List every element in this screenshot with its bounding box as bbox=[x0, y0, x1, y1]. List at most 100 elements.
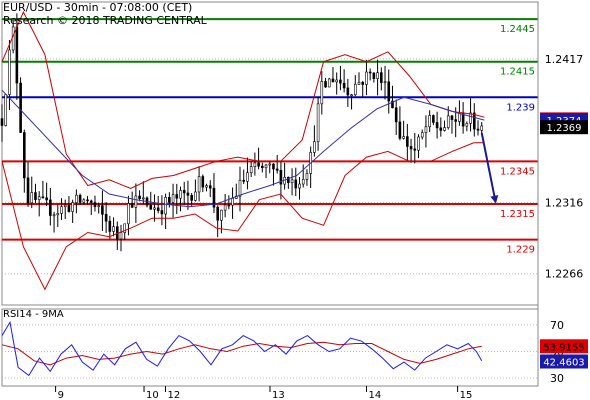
chart-title: EUR/USD - 30min - 07:08:00 (CET) bbox=[3, 1, 193, 14]
candle-body bbox=[71, 202, 74, 212]
candle-body bbox=[417, 136, 420, 151]
price-badge-label: 1.2369 bbox=[547, 123, 582, 134]
candle-body bbox=[37, 196, 41, 200]
rsi-badge bbox=[540, 339, 588, 354]
candle-body bbox=[398, 121, 402, 139]
candle-body bbox=[301, 179, 305, 185]
candle-body bbox=[268, 163, 272, 166]
level-label-support: 1.2345 bbox=[500, 166, 535, 177]
candle-body bbox=[231, 198, 234, 206]
price-panel-frame bbox=[1, 1, 539, 306]
candle-body bbox=[190, 195, 193, 201]
candle-body bbox=[97, 205, 100, 207]
rsi-badge-label: 53.9155 bbox=[543, 342, 584, 353]
time-tick-label: 14 bbox=[368, 390, 381, 400]
candle-body bbox=[26, 177, 30, 204]
candle-body bbox=[391, 100, 394, 109]
candle-body bbox=[402, 136, 405, 139]
candle-body bbox=[216, 206, 219, 221]
candle-body bbox=[346, 87, 350, 96]
candle-body bbox=[383, 81, 387, 84]
candle-body bbox=[112, 226, 115, 232]
candle-body bbox=[34, 192, 37, 200]
candle-body bbox=[179, 190, 182, 199]
candle-body bbox=[205, 185, 208, 188]
candle-body bbox=[227, 204, 231, 207]
candle-body bbox=[41, 196, 45, 199]
candle-body bbox=[432, 115, 435, 123]
candle-body bbox=[413, 148, 417, 151]
candle-body bbox=[142, 197, 145, 200]
candle-body bbox=[361, 82, 365, 85]
candle-body bbox=[290, 179, 294, 183]
candle-body bbox=[127, 203, 130, 225]
time-tick-label: 15 bbox=[460, 390, 473, 400]
candle-body bbox=[201, 176, 205, 188]
candle-body bbox=[171, 194, 175, 203]
rsi-title: RSI14 - 9MA bbox=[3, 309, 64, 320]
candle-body bbox=[123, 223, 127, 233]
candle-body bbox=[261, 165, 264, 169]
candle-body bbox=[394, 107, 398, 123]
candle-body bbox=[30, 192, 34, 204]
time-axis: 9 10 12 13 14 15 bbox=[55, 2, 539, 400]
candle-body bbox=[93, 202, 97, 207]
rsi-tick-label: 70 bbox=[550, 319, 564, 332]
candle-body bbox=[387, 81, 391, 102]
candle-body bbox=[420, 132, 424, 138]
candle-body bbox=[101, 205, 104, 215]
candle-body bbox=[406, 136, 409, 147]
candle-body bbox=[327, 78, 331, 88]
level-label-resistance: 1.2415 bbox=[500, 67, 535, 78]
rsi-badge-label: 42.4603 bbox=[543, 357, 584, 368]
price-tick-label: 1.2417 bbox=[545, 53, 584, 66]
candle-body bbox=[428, 115, 431, 128]
candle-body bbox=[149, 204, 153, 210]
candle-body bbox=[19, 82, 22, 133]
candle-body bbox=[342, 82, 346, 89]
candle-body bbox=[350, 94, 353, 97]
level-label-resistance: 1.2445 bbox=[500, 24, 535, 35]
price-badge bbox=[540, 120, 588, 135]
candle-body bbox=[365, 71, 368, 85]
candle-body bbox=[249, 166, 253, 174]
candle-body bbox=[279, 169, 283, 185]
candle-body bbox=[75, 194, 78, 203]
candle-body bbox=[443, 127, 446, 131]
candlesticks bbox=[0, 13, 484, 252]
candle-body bbox=[4, 94, 8, 126]
candle-body bbox=[257, 162, 260, 167]
candle-body bbox=[8, 49, 11, 95]
candle-body bbox=[104, 213, 108, 222]
candle-body bbox=[275, 168, 279, 171]
candle-body bbox=[223, 204, 227, 211]
candle-body bbox=[52, 214, 56, 217]
candle-body bbox=[63, 204, 67, 208]
candle-body bbox=[368, 71, 372, 74]
bollinger-lower-line bbox=[1, 142, 485, 291]
candle-body bbox=[476, 128, 480, 131]
candle-body bbox=[82, 199, 86, 203]
candle-body bbox=[246, 172, 249, 182]
forecast-arrow bbox=[480, 132, 499, 204]
candle-body bbox=[372, 72, 376, 79]
candle-body bbox=[435, 122, 439, 129]
candle-body bbox=[182, 190, 186, 194]
price-tick-label: 1.2266 bbox=[545, 268, 584, 281]
candle-body bbox=[472, 112, 476, 130]
candle-body bbox=[194, 191, 197, 201]
candle-body bbox=[15, 26, 19, 84]
candle-body bbox=[253, 162, 257, 168]
candle-body bbox=[339, 79, 342, 84]
chart-copyright: Research © 2018 TRADING CENTRAL bbox=[3, 14, 207, 27]
candle-body bbox=[119, 232, 123, 240]
candle-body bbox=[305, 173, 309, 180]
candle-body bbox=[175, 194, 179, 199]
candle-body bbox=[376, 72, 379, 79]
candle-body bbox=[86, 199, 89, 202]
candle-body bbox=[60, 206, 63, 214]
candle-body bbox=[480, 125, 484, 131]
candle-body bbox=[465, 123, 469, 127]
level-label-pivot: 1.239 bbox=[506, 102, 535, 113]
